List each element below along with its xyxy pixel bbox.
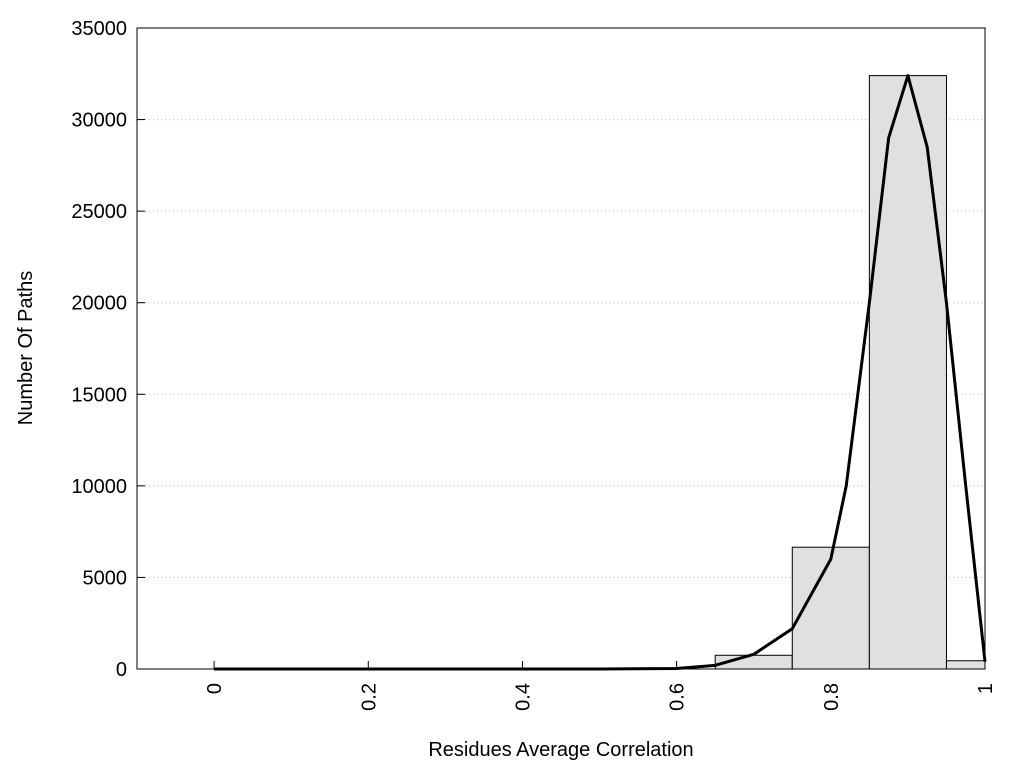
plot-frame <box>136 27 986 670</box>
y-tick-label: 5000 <box>83 567 128 589</box>
y-tick-label: 30000 <box>71 110 127 132</box>
x-tick-label: 0.4 <box>512 683 534 711</box>
bar <box>868 75 947 670</box>
x-tick-label: 0.2 <box>358 683 380 711</box>
bar <box>945 660 986 670</box>
x-axis-label: Residues Average Correlation <box>428 739 693 761</box>
x-tick-label: 1 <box>975 683 997 694</box>
y-tick-label: 35000 <box>71 18 127 40</box>
x-tick-label: 0 <box>204 683 226 694</box>
y-tick-label: 25000 <box>71 201 127 223</box>
x-tick-label: 0.8 <box>821 683 843 711</box>
y-tick-label: 0 <box>116 659 127 681</box>
y-tick-label: 20000 <box>71 293 127 315</box>
y-tick-label: 10000 <box>71 476 127 498</box>
y-axis-label: Number Of Paths <box>15 271 37 426</box>
x-tick-label: 0.6 <box>667 683 689 711</box>
y-tick-label: 15000 <box>71 384 127 406</box>
